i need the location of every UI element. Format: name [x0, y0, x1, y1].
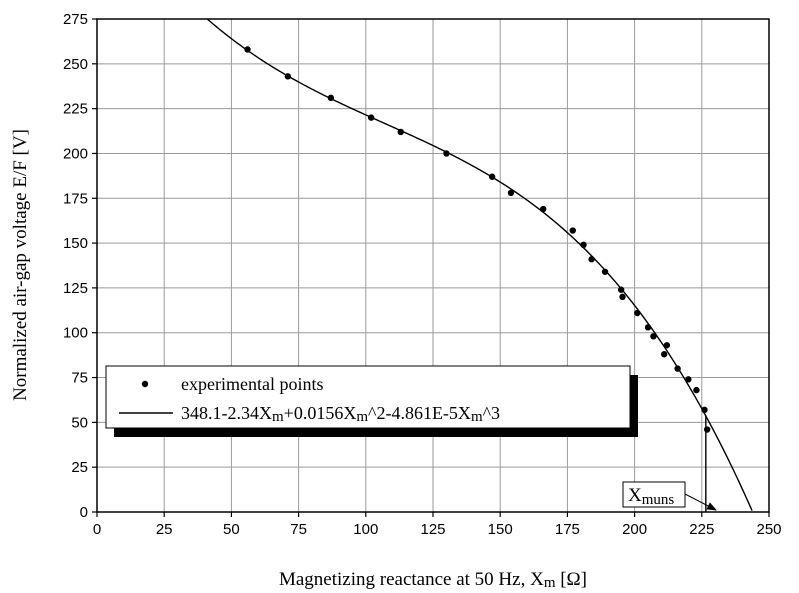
data-point — [244, 46, 251, 53]
plot-frame — [96, 18, 770, 513]
data-point — [674, 365, 681, 372]
data-point — [397, 128, 404, 136]
legend-label-points: experimental points — [181, 374, 323, 394]
x-tick-label: 100 — [353, 521, 378, 538]
y-tick-label: 125 — [63, 280, 88, 297]
data-point — [660, 351, 668, 358]
y-tick-label: 150 — [63, 235, 88, 252]
data-point — [634, 309, 641, 317]
y-tick-label: 275 — [63, 11, 88, 28]
x-tick-label: 125 — [420, 521, 445, 538]
data-point — [685, 376, 692, 383]
y-tick-label: 225 — [63, 101, 88, 118]
data-point — [443, 150, 450, 157]
xmuns-annotation: Xmuns — [622, 481, 717, 511]
annotation-label: Xmuns — [628, 485, 674, 508]
data-point — [284, 73, 292, 80]
fit-curve — [206, 19, 753, 511]
y-tick-label: 175 — [63, 190, 88, 207]
y-tick-label: 250 — [63, 56, 88, 73]
x-tick-label: 25 — [156, 521, 173, 538]
data-point — [693, 386, 700, 394]
y-tick-label: 50 — [71, 414, 88, 431]
x-tick-label: 200 — [622, 521, 647, 538]
data-point — [367, 114, 375, 121]
y-tick-label: 100 — [63, 325, 88, 342]
x-axis-label: Magnetizing reactance at 50 Hz, Xm [Ω] — [279, 569, 587, 591]
x-tick-label: 225 — [689, 521, 714, 538]
y-tick-label: 25 — [71, 459, 88, 476]
data-point — [588, 256, 595, 263]
data-point — [644, 324, 652, 331]
data-point — [601, 268, 609, 275]
data-point — [580, 241, 587, 249]
y-tick-label: 75 — [71, 370, 88, 387]
legend: experimental points 348.1-2.34Xm+0.0156X… — [105, 365, 638, 437]
x-tick-label: 50 — [223, 521, 240, 538]
data-point — [617, 286, 625, 293]
x-tick-label: 250 — [756, 521, 781, 538]
data-point — [488, 173, 496, 180]
legend-marker-points — [141, 380, 149, 388]
x-tick-label: 0 — [93, 521, 101, 538]
y-axis-ticks: 0 25 50 75 100 125 150 175 200 225 250 275 — [63, 11, 97, 521]
x-tick-label: 150 — [488, 521, 513, 538]
data-point — [619, 293, 626, 301]
data-point — [703, 426, 711, 433]
x-tick-label: 175 — [555, 521, 580, 538]
y-axis-label: Normalized air-gap voltage E/F [V] — [10, 129, 31, 401]
data-point — [327, 94, 335, 102]
x-tick-label: 75 — [290, 521, 307, 538]
data-point — [569, 227, 576, 234]
grid — [97, 19, 769, 512]
data-point — [650, 333, 657, 340]
data-point — [701, 406, 708, 414]
y-tick-label: 200 — [63, 145, 88, 162]
legend-label-fit: 348.1-2.34Xm+0.0156Xm^2-4.861E-5Xm^3 — [181, 403, 500, 425]
data-point — [663, 342, 671, 349]
data-point — [507, 189, 515, 197]
data-point — [540, 205, 547, 213]
y-tick-label: 0 — [80, 504, 88, 521]
x-axis-ticks: 0 25 50 75 100 125 150 175 200 225 250 — [93, 512, 782, 538]
